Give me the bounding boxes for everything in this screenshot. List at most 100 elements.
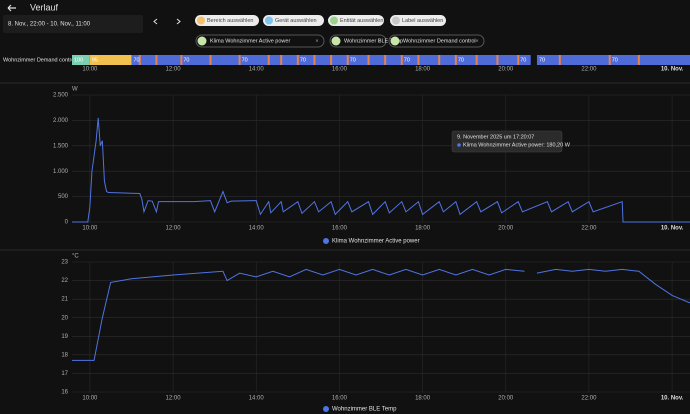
x-tick-label: 12:00 (166, 226, 182, 232)
legend-label: Wohnzimmer BLE Temp (332, 407, 397, 413)
timeline-stripe (558, 55, 561, 65)
target-chip[interactable] (195, 15, 259, 26)
chip-icon (390, 36, 400, 46)
timeline-stripe (454, 55, 457, 65)
timeline-stripe (346, 55, 349, 65)
target-chip[interactable] (263, 15, 324, 26)
timeline-state: 70 (300, 57, 306, 63)
timeline-state: 70 (350, 57, 356, 63)
timeline-stripe (280, 55, 283, 65)
timeline-stripe (517, 55, 520, 65)
chip-icon (197, 36, 207, 46)
x-tick-label: 22:00 (581, 67, 597, 73)
y-tick-label: 16 (61, 390, 68, 396)
timeline-state: 70 (612, 57, 618, 63)
y-tick-label: 500 (58, 194, 69, 200)
legend-swatch[interactable] (323, 238, 329, 244)
chip-label: Gerät auswählen (275, 18, 317, 24)
chip-remove[interactable]: × (315, 38, 318, 44)
timeline-state: 70 (539, 57, 545, 63)
timeline-stripe (400, 55, 403, 65)
y-tick-label: 1.000 (53, 169, 69, 175)
chip-icon (392, 16, 400, 25)
chip-label: Wohnzimmer Demand control (403, 38, 476, 44)
x-tick-label: 16:00 (332, 67, 348, 73)
target-chip[interactable] (390, 15, 446, 26)
entity-chip[interactable] (195, 34, 325, 48)
timeline-segment (297, 55, 348, 65)
y-tick-label: 22 (61, 278, 68, 284)
y-tick-label: 21 (61, 297, 68, 303)
timeline-segment (609, 55, 690, 65)
back-button[interactable] (7, 4, 16, 12)
entity-chip[interactable] (329, 34, 387, 48)
previous-button[interactable] (153, 18, 158, 25)
x-tick-label: 18:00 (415, 67, 431, 73)
target-chip[interactable] (328, 15, 384, 26)
x-tick-label: 14:00 (249, 226, 265, 232)
x-tick-label: 10. Nov. (661, 67, 684, 73)
timeline-stripe (313, 55, 316, 65)
timeline-state: 70 (404, 57, 410, 63)
timeline-stripe (209, 55, 212, 65)
entity-chip[interactable] (388, 34, 485, 48)
y-tick-label: 2.500 (53, 93, 69, 99)
y-tick-label: 18 (61, 352, 68, 358)
page-title: Verlauf (30, 2, 59, 12)
date-picker[interactable] (3, 15, 143, 33)
chip-icon (197, 16, 205, 25)
timeline-stripe (438, 55, 441, 65)
chip-icon (330, 16, 338, 25)
next-button[interactable] (176, 18, 181, 25)
tooltip-swatch (457, 143, 461, 147)
date-range: 8. Nov., 22:00 - 10. Nov., 11:00 (8, 22, 91, 28)
legend-swatch[interactable] (323, 406, 329, 412)
chip-remove[interactable]: × (377, 38, 380, 44)
legend-label: Klima Wohnzimmer Active power (332, 239, 420, 245)
timeline-segment (347, 55, 402, 65)
y-tick-label: 19 (61, 334, 68, 340)
y-unit: °C (72, 254, 79, 260)
chip-label: Entität auswählen (340, 18, 383, 24)
x-tick-label: 10:00 (82, 226, 98, 232)
timeline-state: 70 (183, 57, 189, 63)
timeline-stripe (138, 55, 141, 65)
timeline-stripe (238, 55, 241, 65)
series-line (72, 117, 690, 223)
chip-label: Bereich auswählen (207, 18, 253, 24)
x-tick-label: 18:00 (415, 396, 431, 402)
x-tick-label: 14:00 (249, 396, 265, 402)
x-tick-label: 20:00 (498, 396, 514, 402)
timeline-segment (536, 55, 610, 65)
timeline-segment (89, 55, 132, 65)
tooltip (451, 130, 563, 153)
timeline-state: 70 (133, 57, 139, 63)
timeline-segment (455, 55, 519, 65)
series-line (72, 268, 690, 361)
timeline-state: 70 (458, 57, 464, 63)
timeline-stripe (608, 55, 611, 65)
x-tick-label: 22:00 (581, 226, 597, 232)
timeline-stripe (367, 55, 370, 65)
timeline-stripe (155, 55, 158, 65)
x-tick-label: 10:00 (82, 396, 98, 402)
timeline-stripe (417, 55, 420, 65)
x-tick-label: 12:00 (166, 67, 182, 73)
timeline-segment (72, 55, 90, 65)
timeline-state: 70 (242, 57, 248, 63)
timeline-stripe (267, 55, 270, 65)
chip-label: Label auswählen (402, 18, 443, 24)
x-tick-label: 16:00 (332, 226, 348, 232)
x-tick-label: 10. Nov. (661, 396, 684, 402)
timeline-state: 70 (520, 57, 526, 63)
tooltip-text: Klima Wohnzimmer Active power: 180,20 W (463, 142, 571, 148)
x-tick-label: 20:00 (498, 67, 514, 73)
x-tick-label: 10. Nov. (661, 226, 684, 232)
chip-remove[interactable]: × (475, 38, 478, 44)
x-tick-label: 18:00 (415, 226, 431, 232)
x-tick-label: 10:00 (82, 67, 98, 73)
chip-icon (265, 16, 273, 25)
timeline-stripe (384, 55, 387, 65)
x-tick-label: 20:00 (498, 226, 514, 232)
